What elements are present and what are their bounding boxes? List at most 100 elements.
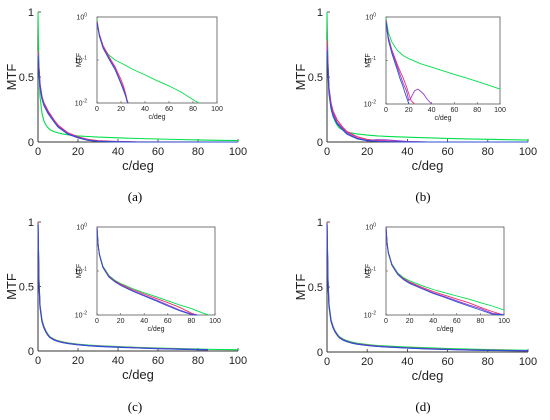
inset-y-tick-exponent: -1 — [83, 267, 88, 273]
inset-series-line-3 — [96, 23, 129, 104]
x-axis-title: c/deg — [122, 158, 154, 173]
inset-y-tick-exponent: 0 — [84, 223, 87, 229]
inset-y-tick-base: 10 — [364, 269, 372, 276]
y-tick-label: 0.5 — [308, 282, 323, 294]
inset-y-tick-exponent: 0 — [84, 13, 87, 19]
inset-y-tick-label: 100 — [365, 223, 376, 232]
y-tick-label: 0.5 — [308, 72, 323, 84]
y-tick-label: 0.5 — [19, 282, 34, 294]
y-tick-label: 0 — [28, 137, 34, 149]
inset-x-tick-label: 40 — [141, 106, 149, 113]
inset-x-tick-label: 40 — [429, 318, 437, 325]
inset-x-tick-label: 80 — [477, 318, 485, 325]
inset-y-tick-base: 10 — [365, 15, 373, 22]
inset-x-tick-label: 20 — [117, 318, 125, 325]
inset-x-axis-title: c/deg — [147, 326, 164, 333]
x-tick-label: 60 — [441, 146, 453, 158]
inset-y-tick-exponent: 0 — [373, 223, 376, 229]
y-tick-label: 1 — [317, 7, 323, 19]
inset-x-tick-label: 80 — [188, 318, 196, 325]
x-tick-label: 0 — [35, 355, 41, 367]
y-tick-label: 0 — [317, 137, 323, 149]
inset-y-tick-base: 10 — [76, 225, 84, 232]
x-tick-label: 40 — [112, 355, 124, 367]
inset-x-tick-label: 0 — [95, 106, 99, 113]
inset-x-tick-label: 100 — [498, 318, 510, 325]
inset-x-axis-title: c/deg — [434, 115, 451, 122]
inset-x-tick-label: 60 — [451, 107, 459, 114]
inset-y-tick-label: 100 — [76, 223, 87, 232]
y-tick-label: 1 — [28, 7, 34, 19]
x-tick-label: 0 — [324, 356, 330, 368]
x-tick-label: 100 — [519, 356, 537, 368]
inset-y-tick-label: 10-1 — [75, 56, 87, 65]
inset-y-tick-label: 10-2 — [364, 100, 376, 109]
inset-y-tick-base: 10 — [75, 269, 83, 276]
inset-frame — [385, 16, 501, 105]
inset-frame — [96, 226, 216, 316]
inset-y-tick-base: 10 — [364, 102, 372, 109]
inset-y-axis-title: MTF — [76, 264, 83, 278]
inset-series-line-3 — [385, 227, 505, 316]
inset-y-tick-label: 10-1 — [75, 267, 87, 276]
inset-x-axis-title: c/deg — [436, 326, 453, 333]
inset-x-tick-label: 20 — [405, 107, 413, 114]
y-tick-label: 0 — [317, 347, 323, 359]
inset-x-tick-label: 20 — [117, 106, 125, 113]
inset-y-tick-exponent: 0 — [373, 13, 376, 19]
inset-x-tick-label: 0 — [384, 107, 388, 114]
inset-y-tick-label: 100 — [365, 13, 376, 22]
y-axis-title: MTF — [4, 273, 19, 300]
y-tick-label: 1 — [317, 217, 323, 229]
inset-x-tick-label: 0 — [95, 318, 99, 325]
inset-x-tick-label: 20 — [406, 318, 414, 325]
x-tick-label: 20 — [72, 146, 84, 158]
series-line-3 — [37, 56, 238, 143]
inset-y-tick-label: 10-2 — [75, 311, 87, 320]
inset-x-tick-label: 100 — [209, 318, 221, 325]
inset-y-tick-exponent: -2 — [83, 99, 88, 105]
inset-y-tick-base: 10 — [364, 58, 372, 65]
x-tick-label: 100 — [229, 146, 247, 158]
inset-x-tick-label: 100 — [211, 106, 223, 113]
inset-y-tick-base: 10 — [365, 225, 373, 232]
inset-series-line-3 — [385, 22, 410, 105]
inset-y-tick-label: 10-2 — [364, 311, 376, 320]
x-tick-label: 60 — [152, 355, 164, 367]
inset-y-tick-exponent: -2 — [83, 311, 88, 317]
x-tick-label: 60 — [152, 146, 164, 158]
x-axis-title: c/deg — [412, 368, 444, 383]
inset-x-tick-label: 60 — [453, 318, 461, 325]
inset-y-tick-base: 10 — [75, 313, 83, 320]
x-tick-label: 80 — [192, 146, 204, 158]
x-axis-title: c/deg — [412, 158, 444, 173]
x-tick-label: 60 — [441, 356, 453, 368]
inset-series-line-3 — [96, 227, 198, 316]
x-tick-label: 20 — [361, 146, 373, 158]
x-tick-label: 0 — [35, 146, 41, 158]
x-tick-label: 40 — [401, 356, 413, 368]
panel-c-label: (c) — [128, 399, 142, 414]
inset-y-tick-base: 10 — [364, 313, 372, 320]
x-tick-label: 80 — [482, 146, 494, 158]
inset-x-axis-title: c/deg — [148, 114, 165, 121]
inset-x-tick-label: 60 — [164, 318, 172, 325]
inset-y-tick-exponent: -2 — [372, 311, 377, 317]
inset-y-tick-exponent: -2 — [372, 100, 377, 106]
panel-b-label: (b) — [415, 189, 430, 204]
x-tick-label: 40 — [112, 146, 124, 158]
inset-y-tick-exponent: -1 — [372, 267, 377, 273]
inset-x-tick-label: 80 — [189, 106, 197, 113]
inset-x-tick-label: 100 — [494, 107, 506, 114]
inset-x-tick-label: 0 — [384, 318, 388, 325]
y-axis-title: MTF — [293, 64, 308, 91]
inset-y-tick-exponent: -1 — [83, 56, 88, 62]
